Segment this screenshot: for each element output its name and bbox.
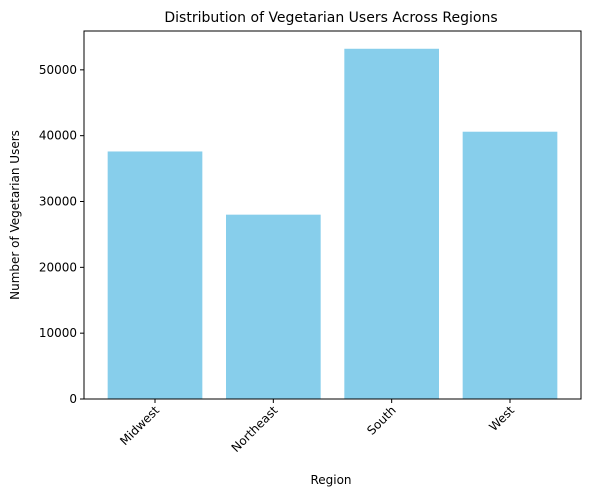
x-axis-label: Region <box>310 473 351 487</box>
plot-frame <box>83 30 582 400</box>
y-tick-label: 40000 <box>39 129 77 143</box>
bars-group <box>107 48 558 400</box>
bar-northeast <box>226 214 321 399</box>
bar-midwest <box>107 151 203 399</box>
y-tick-label: 20000 <box>39 260 77 274</box>
chart-title: Distribution of Vegetarian Users Across … <box>164 10 497 26</box>
x-tick-label: South <box>364 403 399 438</box>
bar-west <box>462 131 558 399</box>
y-tick-label: 50000 <box>39 63 77 77</box>
x-tick-label: West <box>486 403 517 434</box>
x-tick-label: Northeast <box>229 403 281 455</box>
y-tick-label: 30000 <box>39 195 77 209</box>
bar-south <box>344 48 439 400</box>
y-tick-label: 0 <box>69 392 77 406</box>
y-tick-label: 10000 <box>39 326 77 340</box>
axes-group <box>83 30 582 400</box>
x-tick-label: Midwest <box>117 403 162 448</box>
y-axis-label: Number of Vegetarian Users <box>8 130 22 300</box>
